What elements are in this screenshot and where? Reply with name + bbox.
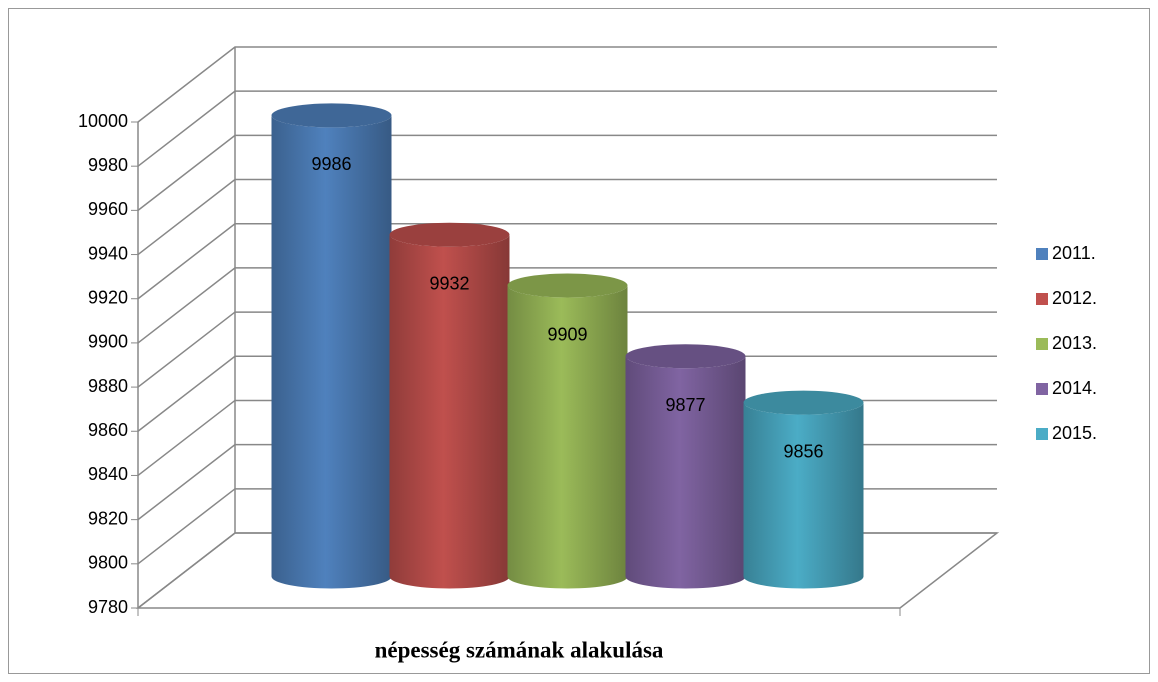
grid-line — [137, 267, 997, 344]
legend-swatch — [1036, 428, 1048, 440]
bar — [507, 285, 628, 589]
data-label: 9909 — [547, 324, 587, 344]
y-tick-label: 9940 — [88, 243, 128, 263]
y-tick-label: 9920 — [88, 287, 128, 307]
y-tick-label: 10000 — [78, 111, 128, 131]
legend-swatch — [1036, 383, 1048, 395]
bar-top — [271, 103, 392, 128]
grid-line — [137, 178, 997, 256]
bar — [743, 402, 864, 589]
y-tick-label: 9820 — [88, 508, 128, 528]
bar-top — [507, 273, 628, 298]
legend-label: 2014. — [1052, 378, 1097, 398]
legend-label: 2012. — [1052, 288, 1097, 308]
grid-line — [137, 222, 997, 300]
data-label: 9932 — [429, 273, 469, 293]
legend-swatch — [1036, 293, 1048, 305]
y-tick-label: 9900 — [88, 332, 128, 352]
bar — [271, 115, 392, 589]
legend-swatch — [1036, 338, 1048, 350]
legend-label: 2013. — [1052, 333, 1097, 353]
y-tick-label: 9840 — [88, 464, 128, 484]
bar — [389, 234, 510, 589]
data-label: 9856 — [783, 441, 823, 461]
bar — [625, 356, 746, 589]
y-tick-label: 9880 — [88, 376, 128, 396]
bar-top — [625, 344, 746, 369]
grid-line — [137, 46, 997, 123]
data-label: 9877 — [665, 395, 705, 415]
grid-line — [137, 311, 997, 388]
bar-top — [389, 222, 510, 247]
y-tick-label: 9960 — [88, 199, 128, 219]
x-tick-label: népesség számának alakulása — [375, 637, 664, 662]
grid-line — [137, 90, 997, 167]
grid-line — [137, 134, 997, 211]
legend-label: 2015. — [1052, 423, 1097, 443]
y-tick-label: 9800 — [88, 553, 128, 573]
legend-swatch — [1036, 248, 1048, 260]
y-tick-label: 9980 — [88, 155, 128, 175]
data-label: 9986 — [311, 154, 351, 174]
bar-top — [743, 390, 864, 415]
y-tick-label: 9780 — [88, 597, 128, 617]
y-tick-label: 9860 — [88, 420, 128, 440]
legend-label: 2011. — [1052, 243, 1096, 263]
